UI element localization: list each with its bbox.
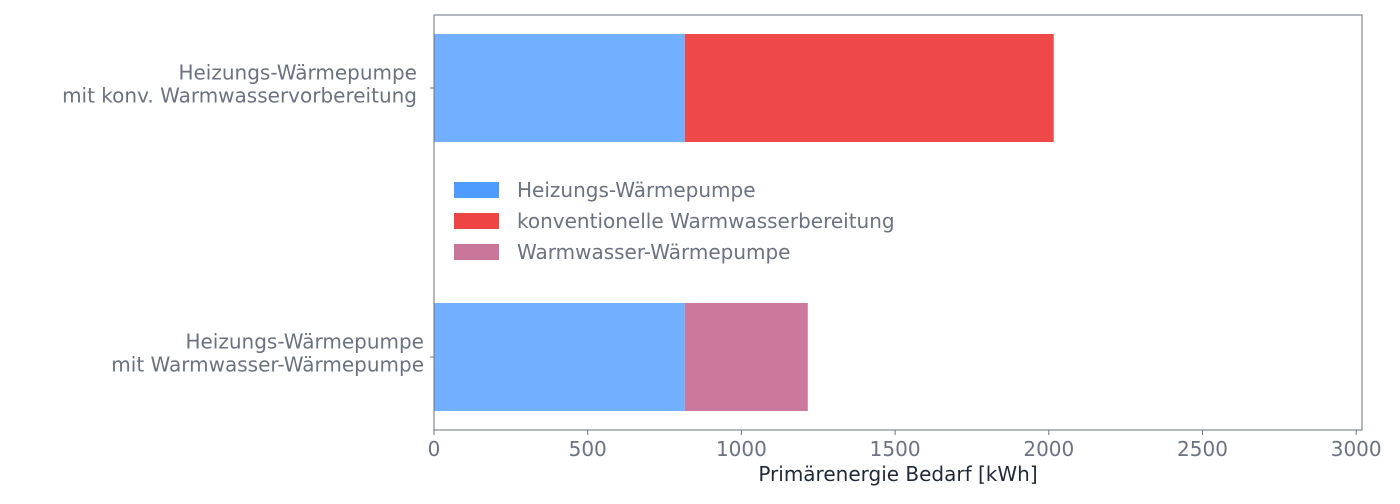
bar-segment <box>684 34 1054 142</box>
plot-frame <box>433 14 1363 431</box>
bar-segment <box>684 303 808 411</box>
legend-label: Warmwasser-Wärmepumpe <box>517 240 790 264</box>
y-tick-label: Heizungs-Wärmepumpe <box>185 330 424 354</box>
legend-swatch <box>454 244 499 260</box>
legend-swatch <box>454 182 499 198</box>
bar-segment <box>434 303 685 411</box>
x-tick-label: 500 <box>569 437 607 461</box>
x-tick-label: 2000 <box>1023 437 1074 461</box>
x-tick-label: 2500 <box>1177 437 1228 461</box>
x-tick-label: 3000 <box>1331 437 1382 461</box>
bar-segment <box>434 34 685 142</box>
x-axis-label: Primärenergie Bedarf [kWh] <box>758 462 1037 486</box>
y-tick-label: mit Warmwasser-Wärmepumpe <box>111 353 424 377</box>
legend-label: Heizungs-Wärmepumpe <box>517 178 756 202</box>
y-tick-label: Heizungs-Wärmepumpe <box>178 61 417 85</box>
legend-swatch <box>454 213 499 229</box>
x-tick-label: 0 <box>428 437 441 461</box>
legend-label: konventionelle Warmwasserbereitung <box>517 209 895 233</box>
y-tick-label: mit konv. Warmwasservorbereitung <box>62 84 417 108</box>
x-tick-label: 1000 <box>716 437 767 461</box>
x-tick-label: 1500 <box>870 437 921 461</box>
